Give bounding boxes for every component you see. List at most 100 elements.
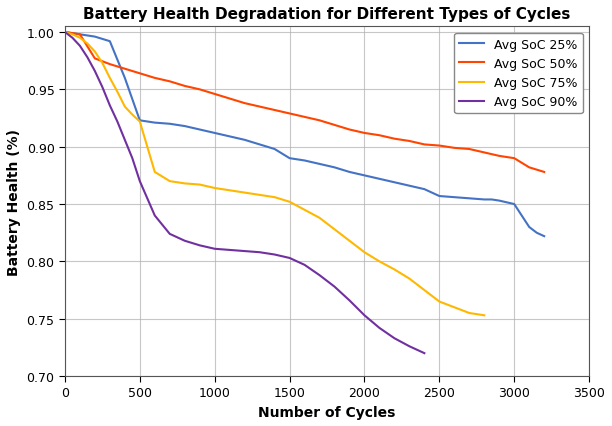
Avg SoC 90%: [331, 285, 338, 290]
Avg SoC 50%: [76, 33, 84, 38]
Avg SoC 25%: [226, 135, 233, 140]
Avg SoC 50%: [480, 150, 488, 155]
Avg SoC 90%: [241, 249, 248, 254]
Avg SoC 90%: [136, 179, 143, 184]
Avg SoC 50%: [286, 112, 293, 117]
Avg SoC 25%: [136, 118, 143, 124]
Avg SoC 90%: [211, 247, 218, 252]
Avg SoC 50%: [241, 101, 248, 106]
Avg SoC 50%: [271, 108, 278, 113]
Avg SoC 50%: [420, 143, 428, 148]
Avg SoC 75%: [316, 216, 323, 221]
Avg SoC 90%: [286, 256, 293, 261]
Avg SoC 25%: [91, 35, 99, 40]
Avg SoC 50%: [121, 67, 129, 72]
Avg SoC 75%: [166, 179, 173, 184]
Avg SoC 75%: [61, 30, 69, 35]
Avg SoC 25%: [196, 128, 203, 133]
Avg SoC 90%: [226, 248, 233, 253]
Avg SoC 75%: [129, 113, 136, 118]
Avg SoC 50%: [496, 154, 503, 159]
Avg SoC 25%: [406, 184, 413, 189]
X-axis label: Number of Cycles: Number of Cycles: [258, 405, 396, 419]
Avg SoC 25%: [69, 32, 76, 37]
Avg SoC 90%: [61, 30, 69, 35]
Line: Avg SoC 25%: Avg SoC 25%: [65, 33, 544, 236]
Avg SoC 75%: [136, 120, 143, 125]
Avg SoC 90%: [114, 120, 121, 125]
Avg SoC 75%: [436, 299, 443, 305]
Avg SoC 25%: [241, 138, 248, 143]
Avg SoC 75%: [114, 90, 121, 95]
Avg SoC 25%: [526, 225, 533, 230]
Avg SoC 50%: [181, 84, 188, 89]
Avg SoC 50%: [256, 105, 263, 110]
Avg SoC 25%: [390, 180, 398, 185]
Avg SoC 90%: [84, 55, 91, 60]
Avg SoC 75%: [151, 170, 159, 175]
Avg SoC 90%: [99, 85, 106, 90]
Avg SoC 50%: [346, 128, 353, 133]
Avg SoC 90%: [316, 273, 323, 278]
Avg SoC 25%: [256, 143, 263, 148]
Avg SoC 25%: [376, 177, 383, 182]
Avg SoC 25%: [211, 131, 218, 136]
Avg SoC 75%: [69, 33, 76, 38]
Avg SoC 25%: [121, 76, 129, 81]
Avg SoC 25%: [181, 124, 188, 130]
Avg SoC 50%: [301, 115, 308, 120]
Avg SoC 25%: [301, 158, 308, 164]
Y-axis label: Battery Health (%): Battery Health (%): [7, 128, 21, 275]
Avg SoC 50%: [226, 97, 233, 102]
Avg SoC 75%: [271, 195, 278, 200]
Avg SoC 50%: [316, 118, 323, 124]
Avg SoC 75%: [331, 227, 338, 232]
Avg SoC 25%: [76, 33, 84, 38]
Avg SoC 50%: [526, 165, 533, 170]
Avg SoC 50%: [331, 123, 338, 128]
Avg SoC 75%: [390, 267, 398, 272]
Avg SoC 90%: [420, 351, 428, 356]
Avg SoC 25%: [496, 199, 503, 204]
Avg SoC 90%: [69, 36, 76, 41]
Avg SoC 90%: [121, 138, 129, 143]
Avg SoC 50%: [450, 146, 458, 151]
Avg SoC 50%: [436, 144, 443, 149]
Line: Avg SoC 75%: Avg SoC 75%: [65, 33, 484, 316]
Avg SoC 90%: [196, 243, 203, 248]
Line: Avg SoC 50%: Avg SoC 50%: [65, 33, 544, 173]
Avg SoC 90%: [346, 298, 353, 303]
Legend: Avg SoC 25%, Avg SoC 50%, Avg SoC 75%, Avg SoC 90%: Avg SoC 25%, Avg SoC 50%, Avg SoC 75%, A…: [454, 34, 583, 114]
Avg SoC 50%: [466, 147, 473, 152]
Avg SoC 50%: [361, 131, 368, 136]
Avg SoC 75%: [420, 288, 428, 293]
Avg SoC 75%: [181, 181, 188, 187]
Avg SoC 25%: [488, 197, 496, 202]
Avg SoC 75%: [211, 186, 218, 191]
Avg SoC 25%: [450, 195, 458, 200]
Avg SoC 75%: [480, 313, 488, 318]
Avg SoC 25%: [436, 194, 443, 199]
Avg SoC 25%: [533, 230, 540, 236]
Avg SoC 25%: [466, 196, 473, 201]
Avg SoC 25%: [331, 165, 338, 170]
Avg SoC 75%: [450, 305, 458, 310]
Avg SoC 75%: [466, 311, 473, 316]
Avg SoC 25%: [271, 147, 278, 152]
Avg SoC 50%: [61, 30, 69, 35]
Avg SoC 90%: [271, 252, 278, 257]
Avg SoC 90%: [166, 232, 173, 237]
Avg SoC 50%: [211, 92, 218, 97]
Avg SoC 25%: [316, 162, 323, 167]
Avg SoC 90%: [256, 250, 263, 255]
Avg SoC 50%: [136, 72, 143, 77]
Avg SoC 50%: [151, 76, 159, 81]
Avg SoC 75%: [99, 61, 106, 66]
Avg SoC 50%: [510, 156, 518, 161]
Avg SoC 25%: [286, 156, 293, 161]
Avg SoC 25%: [420, 187, 428, 192]
Avg SoC 25%: [84, 34, 91, 39]
Avg SoC 75%: [256, 193, 263, 198]
Avg SoC 25%: [61, 30, 69, 35]
Line: Avg SoC 90%: Avg SoC 90%: [65, 33, 424, 353]
